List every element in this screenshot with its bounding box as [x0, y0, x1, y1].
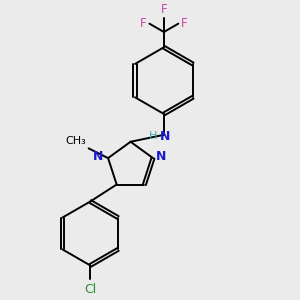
Text: Cl: Cl — [84, 283, 96, 296]
Text: H: H — [149, 131, 158, 141]
Text: F: F — [181, 17, 188, 30]
Text: F: F — [161, 3, 168, 16]
Text: N: N — [160, 130, 170, 143]
Text: N: N — [156, 150, 167, 163]
Text: F: F — [140, 17, 147, 30]
Text: CH₃: CH₃ — [65, 136, 86, 146]
Text: N: N — [93, 150, 103, 163]
